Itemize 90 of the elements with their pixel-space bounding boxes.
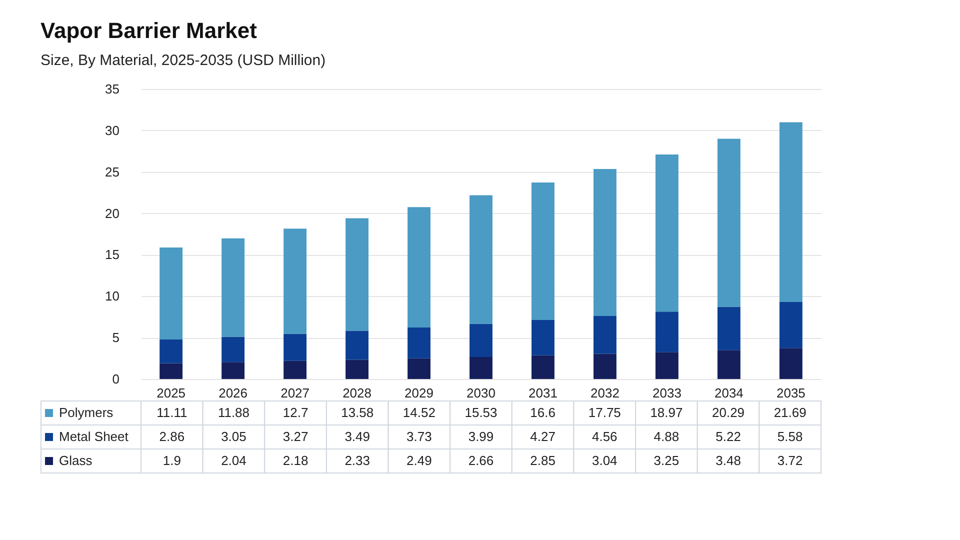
bar bbox=[160, 363, 183, 379]
data-label: 3.25 bbox=[654, 453, 680, 468]
data-label: 17.75 bbox=[588, 405, 621, 420]
bar bbox=[717, 350, 740, 379]
bar bbox=[408, 327, 430, 358]
y-tick-label: 0 bbox=[112, 372, 120, 386]
x-tick-label: 2031 bbox=[528, 386, 558, 400]
data-label: 3.27 bbox=[282, 429, 308, 444]
data-label: 3.48 bbox=[716, 453, 741, 468]
y-tick-label: 35 bbox=[105, 82, 120, 96]
bar bbox=[717, 306, 740, 350]
legend-label: Glass bbox=[59, 453, 93, 468]
bar bbox=[346, 218, 368, 331]
bar bbox=[779, 348, 802, 379]
bar bbox=[408, 207, 430, 328]
x-tick-label: 2034 bbox=[714, 386, 744, 400]
x-tick-label: 2033 bbox=[652, 386, 682, 400]
bar bbox=[594, 354, 616, 379]
bar bbox=[655, 352, 678, 379]
x-tick-label: 2027 bbox=[280, 386, 310, 400]
bar bbox=[160, 248, 183, 340]
legend-label: Polymers bbox=[59, 405, 114, 420]
data-label: 16.6 bbox=[530, 405, 556, 420]
data-label: 3.49 bbox=[344, 429, 370, 444]
x-tick-label: 2025 bbox=[156, 386, 186, 400]
bar bbox=[532, 355, 554, 379]
data-label: 4.56 bbox=[592, 429, 618, 444]
bar bbox=[779, 302, 802, 348]
data-label: 12.7 bbox=[282, 405, 308, 420]
x-tick-label: 2030 bbox=[466, 386, 496, 400]
data-label: 2.66 bbox=[468, 453, 494, 468]
bar bbox=[655, 154, 678, 312]
x-tick-label: 2029 bbox=[404, 386, 434, 400]
data-label: 15.53 bbox=[464, 405, 498, 420]
data-label: 18.97 bbox=[650, 405, 683, 420]
data-label: 2.86 bbox=[159, 429, 185, 444]
data-label: 3.72 bbox=[777, 453, 803, 468]
bar bbox=[284, 360, 307, 379]
y-tick-label: 10 bbox=[105, 288, 120, 304]
data-label: 5.58 bbox=[777, 429, 803, 444]
data-label: 3.04 bbox=[592, 453, 618, 468]
x-tick-label: 2028 bbox=[342, 386, 372, 400]
bar bbox=[284, 228, 307, 334]
x-tick-label: 2032 bbox=[590, 386, 620, 400]
data-label: 4.27 bbox=[530, 429, 556, 444]
bar bbox=[346, 330, 368, 360]
data-label: 11.11 bbox=[156, 405, 188, 420]
bar bbox=[222, 362, 245, 379]
bar bbox=[594, 168, 616, 316]
chart-subtitle: Size, By Material, 2025-2035 (USD Million) bbox=[40, 52, 326, 69]
y-tick-label: 15 bbox=[105, 247, 120, 262]
data-label: 1.9 bbox=[162, 453, 181, 468]
y-tick-label: 25 bbox=[105, 164, 120, 180]
data-label: 2.18 bbox=[282, 453, 308, 468]
chart-title: Vapor Barrier Market bbox=[40, 18, 258, 43]
bar bbox=[532, 320, 554, 356]
data-label: 3.99 bbox=[468, 429, 494, 444]
data-label: 4.88 bbox=[654, 429, 680, 444]
legend-label: Metal Sheet bbox=[59, 429, 129, 444]
data-label: 14.52 bbox=[402, 405, 436, 420]
data-label: 2.49 bbox=[406, 453, 432, 468]
bar bbox=[408, 358, 430, 379]
data-label: 3.05 bbox=[221, 429, 246, 444]
bar bbox=[222, 238, 245, 337]
data-label: 2.04 bbox=[221, 453, 246, 468]
data-label: 20.29 bbox=[712, 405, 745, 420]
bar bbox=[346, 360, 368, 379]
data-label: 2.33 bbox=[344, 453, 370, 468]
bar bbox=[470, 324, 492, 357]
bar bbox=[532, 182, 554, 320]
bar bbox=[594, 316, 616, 354]
bar bbox=[717, 138, 740, 307]
y-tick-label: 5 bbox=[112, 330, 120, 346]
data-label: 21.69 bbox=[774, 405, 806, 420]
bar bbox=[284, 334, 307, 361]
data-label: 3.73 bbox=[406, 429, 432, 444]
bar bbox=[470, 356, 492, 379]
data-label: 5.22 bbox=[716, 429, 741, 444]
data-label: 11.88 bbox=[218, 405, 250, 420]
data-label: 13.58 bbox=[341, 405, 374, 420]
x-tick-label: 2026 bbox=[218, 386, 248, 400]
data-label: 2.85 bbox=[530, 453, 556, 468]
bar bbox=[160, 340, 183, 364]
y-tick-label: 20 bbox=[105, 206, 120, 221]
bar bbox=[655, 312, 678, 352]
bar bbox=[222, 336, 245, 362]
x-tick-label: 2035 bbox=[776, 386, 806, 400]
y-tick-label: 30 bbox=[105, 122, 120, 138]
bar bbox=[470, 195, 492, 324]
bar bbox=[779, 122, 802, 302]
